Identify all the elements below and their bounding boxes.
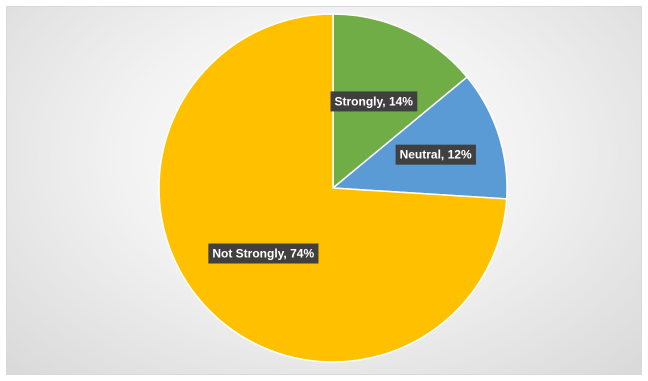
data-label-neutral: Neutral, 12% xyxy=(395,144,476,165)
data-label-background xyxy=(395,144,476,165)
chart-area: Strongly, 14% Neutral, 12% Not Strongly, 7… xyxy=(6,6,642,375)
pie-slices xyxy=(158,13,508,363)
data-label-text: Strongly, 14% xyxy=(335,94,414,108)
pie-chart: Strongly, 14% Neutral, 12% Not Strongly, 7… xyxy=(158,13,508,363)
data-label-not-strongly: Not Strongly, 74% xyxy=(208,243,319,264)
data-label-background xyxy=(208,243,319,264)
pie-slice-neutral xyxy=(331,76,508,200)
pie-slice-not-strongly xyxy=(158,13,508,363)
pie-data-labels: Strongly, 14% Neutral, 12% Not Strongly, 7… xyxy=(208,91,476,264)
data-label-background xyxy=(330,91,418,112)
data-label-text: Neutral, 12% xyxy=(400,148,472,162)
data-label-text: Not Strongly, 74% xyxy=(212,247,314,261)
data-label-strongly: Strongly, 14% xyxy=(330,91,418,112)
